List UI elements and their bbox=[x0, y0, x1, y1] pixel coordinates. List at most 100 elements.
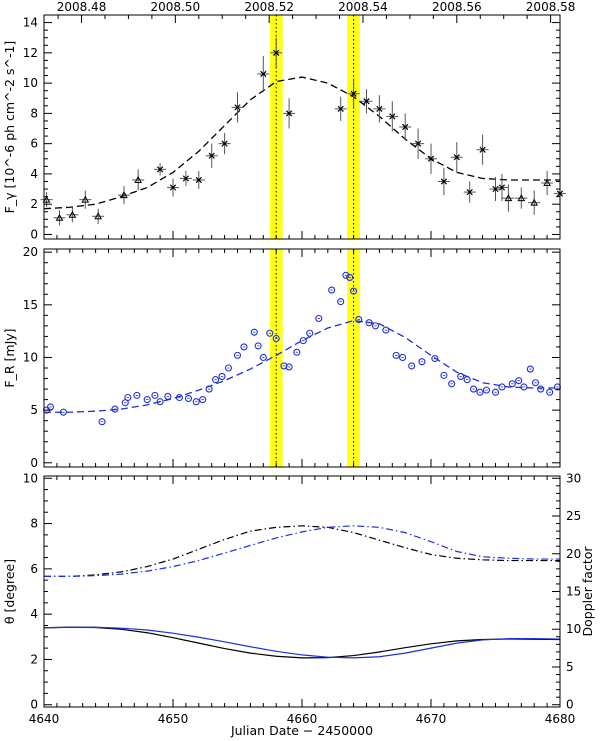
optical-point bbox=[224, 364, 233, 372]
cross-point bbox=[440, 178, 448, 185]
y-tick-label: 20 bbox=[566, 547, 581, 561]
optical-point bbox=[365, 319, 373, 327]
y-tick-label: 30 bbox=[566, 471, 581, 485]
y-tick-label: 25 bbox=[566, 509, 581, 523]
cross-point bbox=[402, 123, 409, 131]
cross-point bbox=[169, 184, 177, 191]
optical-point bbox=[59, 408, 67, 416]
optical-point bbox=[350, 287, 358, 295]
y-tick-label: 20 bbox=[23, 245, 38, 259]
y-tick-label: 2 bbox=[30, 652, 38, 666]
cross-point bbox=[260, 70, 267, 78]
x-ticks-gamma bbox=[43, 231, 561, 239]
y-tick-label: 12 bbox=[23, 46, 38, 60]
plot-frame-angle bbox=[43, 475, 561, 708]
model-curve bbox=[43, 76, 560, 210]
triangle-point bbox=[68, 210, 77, 218]
y-axis-title-gamma: F_γ [10^-6 ph cm^-2 s^-1] bbox=[2, 41, 17, 214]
optical-point bbox=[254, 342, 262, 350]
triangle-point bbox=[81, 195, 90, 203]
x-tick-label: 4680 bbox=[545, 712, 576, 726]
cross-point bbox=[389, 113, 396, 120]
cross-point bbox=[453, 154, 460, 161]
optical-point bbox=[151, 391, 159, 399]
doppler-black-line bbox=[44, 525, 560, 577]
panel-gamma: 0 2 4 6 8 10 12 14 2008.48 2008.50 2008.52 2008.54… bbox=[2, 0, 575, 241]
cross-point bbox=[337, 105, 344, 112]
optical-point bbox=[272, 334, 280, 343]
plot-frame-optical bbox=[43, 248, 561, 468]
y-axis-title-theta: θ [degree] bbox=[2, 559, 17, 624]
optical-point bbox=[156, 398, 164, 406]
panel-optical: 0 5 10 15 20 F_R [mJy] bbox=[2, 245, 561, 470]
cross-point bbox=[414, 140, 422, 147]
optical-point bbox=[431, 354, 439, 363]
y-tick-label: 15 bbox=[23, 298, 38, 312]
x-tick-label: 4650 bbox=[158, 712, 189, 726]
x-tick-label: 4670 bbox=[416, 712, 447, 726]
x-axis-julian-date: 4640 4650 4660 4670 4680 bbox=[29, 476, 576, 726]
optical-point bbox=[250, 328, 258, 336]
x-tick-label: 4640 bbox=[29, 712, 60, 726]
optical-point bbox=[233, 351, 242, 359]
y-tick-label: 0 bbox=[566, 698, 574, 712]
optical-point bbox=[143, 396, 151, 404]
cross-point bbox=[350, 90, 357, 97]
y-tick-label: 5 bbox=[566, 660, 574, 674]
y-tick-label: 6 bbox=[30, 137, 38, 151]
optical-point bbox=[531, 379, 540, 387]
model-curve-optical bbox=[44, 319, 560, 413]
optical-point bbox=[418, 358, 426, 366]
optical-point bbox=[508, 380, 516, 388]
cross-point bbox=[273, 49, 280, 56]
y-tick-label: 6 bbox=[30, 562, 38, 576]
triangle-point bbox=[134, 175, 143, 183]
curves-angle-doppler bbox=[43, 525, 561, 659]
optical-point bbox=[337, 298, 345, 306]
y-tick-label: 15 bbox=[566, 585, 581, 599]
optical-point bbox=[199, 396, 207, 404]
top-tick-label: 2008.54 bbox=[338, 0, 388, 14]
triangle-point bbox=[504, 194, 513, 202]
cross-point bbox=[182, 175, 190, 182]
x-tick-label: 4660 bbox=[287, 712, 318, 726]
optical-point bbox=[448, 380, 456, 388]
y-tick-label: 10 bbox=[23, 471, 38, 485]
top-tick-label: 2008.48 bbox=[57, 0, 107, 14]
highlight-bands-gamma bbox=[269, 15, 361, 239]
data-points-gamma bbox=[40, 37, 566, 226]
highlight-bands-optical bbox=[269, 249, 361, 467]
triangle-point bbox=[517, 194, 526, 202]
optical-point bbox=[520, 383, 528, 391]
cross-point bbox=[208, 152, 215, 159]
cross-point bbox=[221, 140, 228, 147]
cross-point bbox=[234, 104, 241, 111]
optical-point bbox=[285, 363, 293, 371]
cross-point bbox=[479, 146, 486, 153]
top-tick-label: 2008.50 bbox=[151, 0, 201, 14]
triangle-point bbox=[55, 213, 64, 221]
optical-point bbox=[399, 353, 407, 362]
optical-point bbox=[184, 394, 193, 403]
y-axis-doppler: 0 5 10 15 20 25 30 bbox=[552, 471, 581, 712]
triangle-point bbox=[543, 178, 551, 186]
optical-point bbox=[164, 392, 172, 400]
cross-point bbox=[376, 105, 383, 112]
theta-black-line bbox=[43, 626, 561, 659]
optical-point bbox=[346, 273, 354, 281]
optical-point bbox=[133, 391, 141, 399]
optical-point bbox=[205, 385, 213, 393]
triangle-point bbox=[42, 195, 51, 203]
y-tick-label: 10 bbox=[23, 350, 38, 364]
y-tick-label: 4 bbox=[30, 607, 38, 621]
model-curve-gamma bbox=[43, 76, 560, 210]
optical-point bbox=[491, 388, 500, 396]
optical-point bbox=[457, 372, 465, 380]
y-tick-label: 0 bbox=[30, 227, 38, 241]
optical-point bbox=[240, 343, 248, 351]
optical-point bbox=[175, 393, 183, 402]
top-axis-year: 2008.48 2008.50 2008.52 2008.54 2008.56 2008.… bbox=[57, 0, 575, 23]
data-points-optical bbox=[43, 271, 561, 426]
cross-point bbox=[466, 188, 473, 196]
optical-point bbox=[124, 393, 132, 402]
